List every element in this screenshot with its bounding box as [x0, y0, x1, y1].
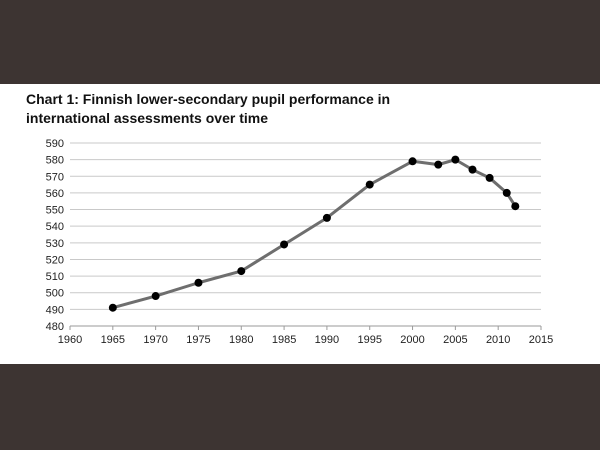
data-point	[468, 165, 477, 174]
data-point	[485, 173, 494, 182]
data-point	[451, 155, 460, 164]
x-tick-label: 2005	[443, 334, 467, 346]
y-tick-label: 590	[46, 138, 64, 150]
data-point	[408, 157, 417, 166]
y-tick-label: 510	[46, 271, 64, 283]
data-point	[194, 278, 203, 287]
y-tick-label: 550	[46, 205, 64, 217]
x-tick-label: 1960	[58, 334, 82, 346]
x-tick-label: 1965	[101, 334, 125, 346]
y-tick-label: 500	[46, 288, 64, 300]
x-tick-label: 2000	[400, 334, 424, 346]
x-tick-label: 1975	[186, 334, 210, 346]
data-point	[237, 267, 246, 276]
x-tick-label: 2015	[529, 334, 553, 346]
y-tick-label: 480	[46, 321, 64, 333]
y-tick-label: 530	[46, 238, 64, 250]
x-tick-label: 1980	[229, 334, 253, 346]
chart-slide: Chart 1: Finnish lower-secondary pupil p…	[0, 84, 600, 364]
chart-title-line-2: international assessments over time	[26, 110, 268, 126]
chart-title-line-1: Chart 1: Finnish lower-secondary pupil p…	[26, 91, 391, 107]
x-tick-label: 1990	[315, 334, 339, 346]
x-tick-label: 2010	[486, 334, 510, 346]
data-point	[280, 240, 289, 249]
chart-title: Chart 1: Finnish lower-secondary pupil p…	[26, 90, 390, 128]
data-point	[365, 180, 374, 189]
y-tick-label: 560	[46, 188, 64, 200]
y-tick-label: 580	[46, 155, 64, 167]
x-tick-label: 1985	[272, 334, 296, 346]
data-point	[151, 292, 160, 301]
series-line	[112, 158, 517, 310]
y-tick-label: 540	[46, 221, 64, 233]
data-point	[502, 188, 511, 197]
x-tick-label: 1995	[357, 334, 381, 346]
line-chart: 480 490 500 510 520 530 540 550 560 570 580 590 1960…	[46, 138, 554, 346]
y-tick-label: 520	[46, 254, 64, 266]
x-tick-label: 1970	[143, 334, 167, 346]
y-tick-label: 570	[46, 171, 64, 183]
y-tick-label: 490	[46, 304, 64, 316]
data-point	[108, 303, 117, 312]
data-point	[434, 160, 443, 169]
data-point	[511, 202, 520, 211]
data-point	[322, 213, 331, 222]
